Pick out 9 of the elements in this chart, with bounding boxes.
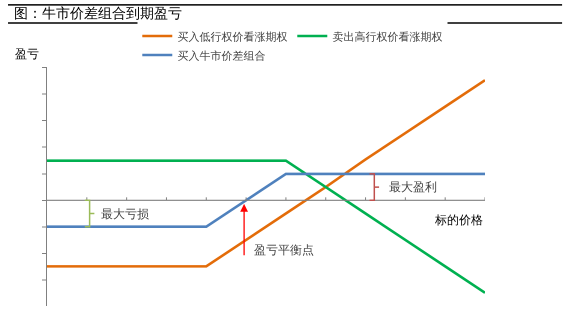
annotation: 盈亏平衡点 [254,243,314,257]
chart-title: 图：牛市价差组合到期盈亏 [14,6,182,22]
x-axis-title: 标的价格 [434,213,483,227]
annotation: 最大盈利 [389,180,437,194]
legend-label: 买入牛市价差组合 [177,49,266,62]
legend-label: 买入低行权价看涨期权 [177,30,288,44]
annotation: 最大亏损 [101,207,149,221]
legend-label: 卖出高行权价看涨期权 [332,30,442,44]
y-axis-title: 盈亏 [15,47,39,61]
